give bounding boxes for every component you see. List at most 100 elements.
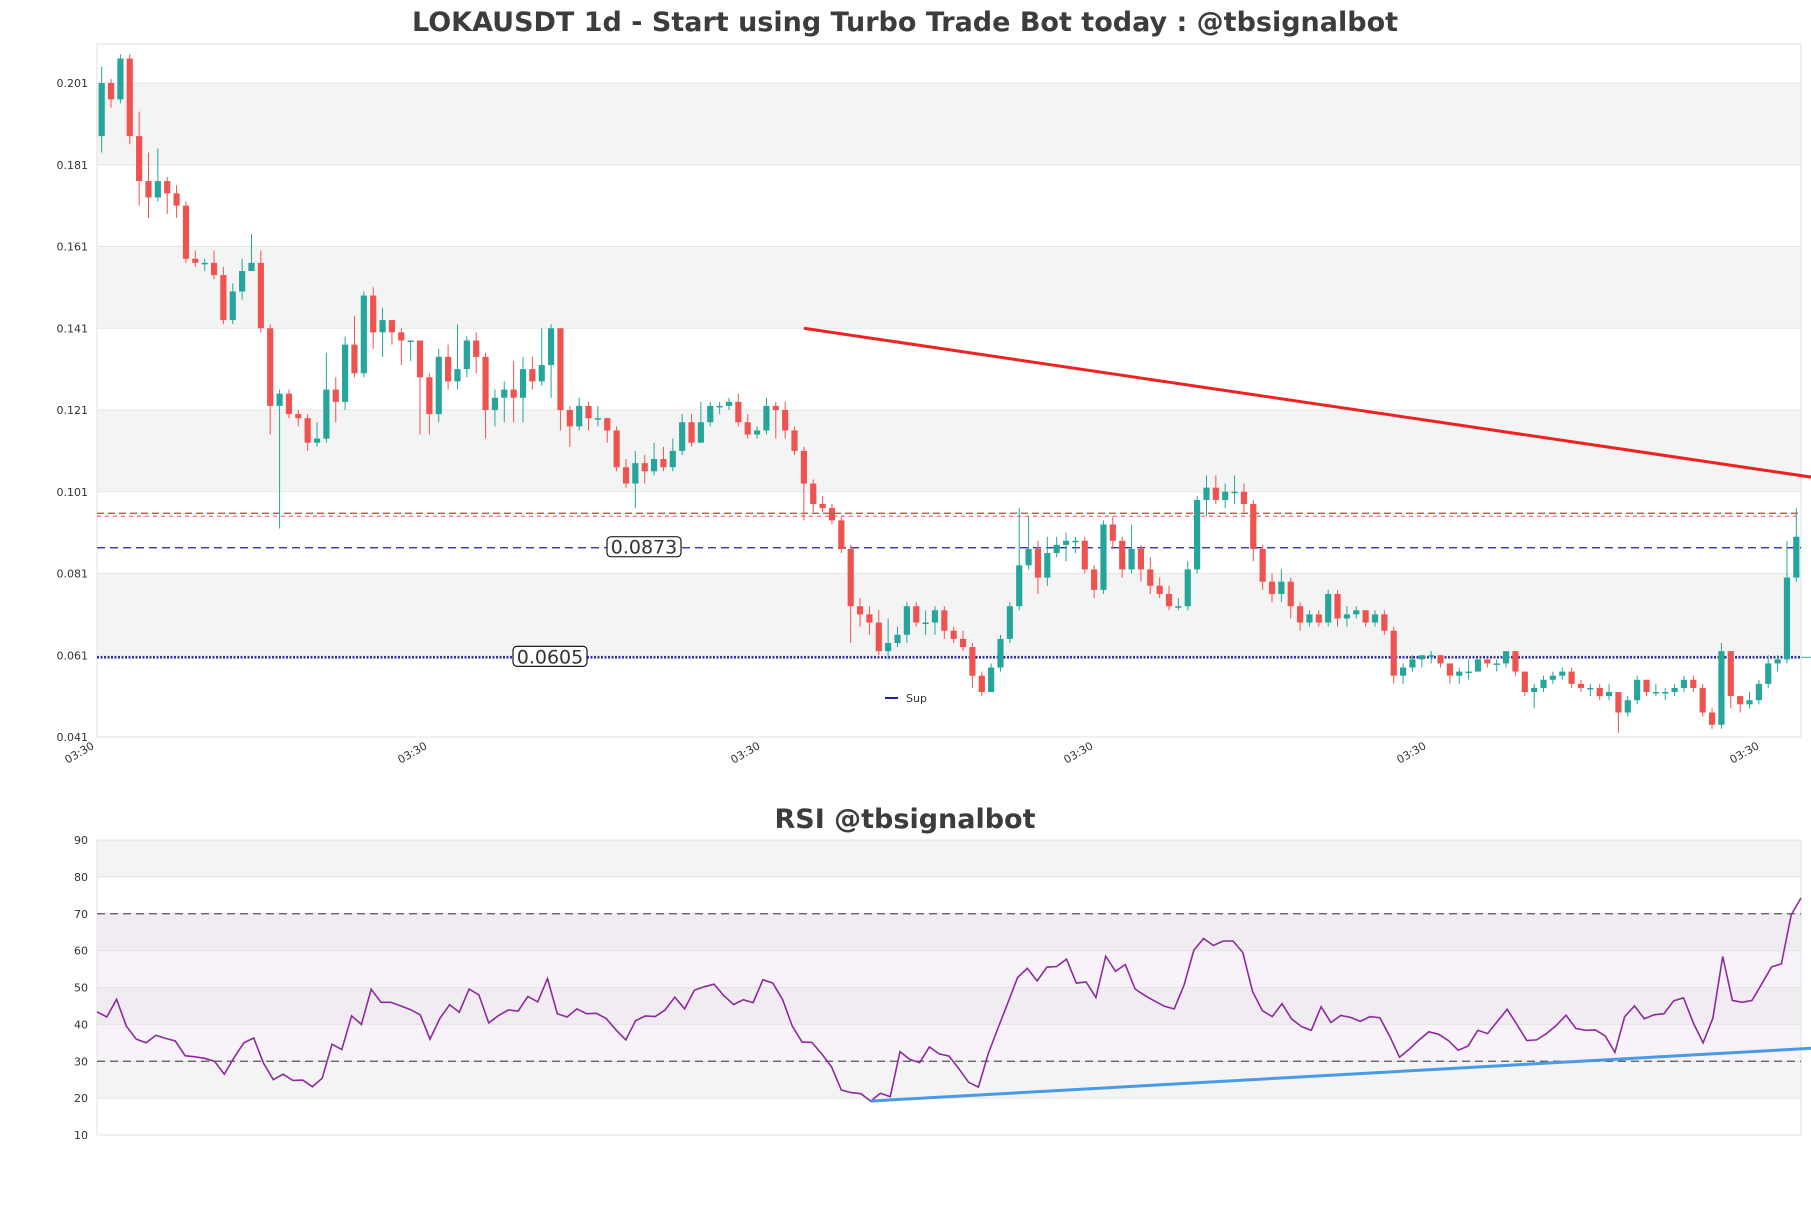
candle-body (538, 365, 545, 382)
candle-body (931, 610, 939, 623)
candle-body (1334, 593, 1341, 619)
candle-body (491, 397, 499, 410)
legend-label: Sup (906, 692, 927, 705)
level-lines (97, 512, 1801, 659)
candle-body (641, 463, 648, 472)
candle-body (164, 181, 171, 194)
candle-body (632, 463, 639, 484)
candle-body (576, 405, 583, 427)
rsi-trendline (870, 1046, 1811, 1103)
candle-body (313, 438, 321, 443)
candle-body (1409, 659, 1416, 668)
candle-body (1278, 581, 1285, 594)
candle-body (1437, 655, 1444, 664)
candle-body (501, 389, 508, 398)
candle-body (220, 275, 227, 321)
candle-body (1072, 540, 1079, 543)
candle-body (838, 520, 845, 549)
rsi-tick-label: 60 (74, 945, 88, 958)
level-label: 0.0605 (517, 646, 583, 668)
candle-body (285, 393, 293, 415)
candle-body (1531, 687, 1538, 693)
candle-body (1727, 651, 1734, 697)
candle-body (1006, 606, 1013, 639)
candle-body (126, 58, 133, 137)
candle-body (342, 344, 349, 402)
price-band (97, 246, 1801, 329)
candle-body (885, 642, 892, 652)
candle-body (398, 332, 405, 341)
candle-body (1718, 651, 1725, 725)
level-labels: 0.0873 0.0605 (512, 536, 682, 668)
candle-body (913, 606, 920, 623)
candle-body (613, 430, 620, 468)
candle-body (1502, 651, 1510, 664)
candle-body (1587, 687, 1594, 690)
candle-body (1755, 683, 1762, 701)
candle-body (145, 181, 152, 198)
candle-body (679, 422, 686, 451)
rsi-tick-label: 20 (74, 1092, 88, 1105)
rsi-band (97, 913, 1801, 951)
candle-body (173, 193, 180, 206)
candle-body (1652, 692, 1659, 694)
candle-body (697, 422, 704, 443)
candle-body (1306, 614, 1313, 623)
candle-body (1465, 671, 1472, 674)
candle-body (688, 422, 695, 443)
candle-body (360, 295, 367, 374)
price-tick-label: 0.201 (57, 77, 89, 90)
candle-body (941, 610, 948, 631)
candle-body (978, 675, 985, 693)
candle-body (1016, 565, 1023, 607)
candle-body (1091, 569, 1098, 590)
candle-body (1287, 581, 1294, 607)
candle-body (1343, 614, 1351, 619)
candle-body (510, 389, 517, 398)
rsi-axis-ticks: 90 80 70 60 50 40 30 20 10 (74, 834, 88, 1142)
candle-body (1708, 712, 1716, 725)
candle-body (1109, 524, 1116, 541)
candle-body (810, 483, 817, 505)
candle-body (1184, 569, 1191, 607)
candle-body (725, 401, 733, 406)
candle-body (1774, 659, 1781, 664)
candle-body (1297, 606, 1304, 623)
candle-body (547, 328, 555, 366)
candle-body (1390, 630, 1397, 676)
candle-body (1399, 667, 1407, 676)
price-tick-label: 0.101 (57, 486, 89, 499)
rsi-tick-label: 90 (74, 834, 88, 847)
candle-body (1222, 491, 1229, 500)
candle-body (239, 271, 246, 292)
candle-body (1034, 548, 1042, 578)
rsi-plot-frame (96, 839, 1802, 1136)
candle-body (1203, 487, 1210, 500)
candle-body (650, 459, 658, 472)
candle-body (416, 340, 424, 378)
candle-body (894, 634, 901, 643)
level-label-box (512, 645, 588, 667)
candle-body (1231, 491, 1238, 494)
channel-lines (1801, 656, 1811, 658)
candle-body (379, 320, 386, 333)
candle-body (267, 328, 274, 406)
candle-body (136, 136, 143, 182)
candle-body (959, 638, 967, 648)
candle-body (988, 667, 995, 693)
time-tick-label: 03:30 (1728, 739, 1762, 766)
candle-body (1119, 540, 1126, 570)
candle-body (351, 344, 358, 374)
rsi-chart-title: RSI @tbsignalbot (774, 804, 1035, 835)
price-tick-label: 0.121 (57, 404, 89, 417)
candle-body (819, 504, 826, 509)
candle-body (248, 262, 255, 272)
candle-body (1568, 671, 1575, 684)
candle-body (1044, 553, 1051, 578)
candle-body (1559, 671, 1566, 676)
candle-body (660, 459, 667, 468)
candle-body (1259, 548, 1266, 582)
candle-body (1418, 655, 1425, 660)
candle-body (1025, 548, 1032, 566)
